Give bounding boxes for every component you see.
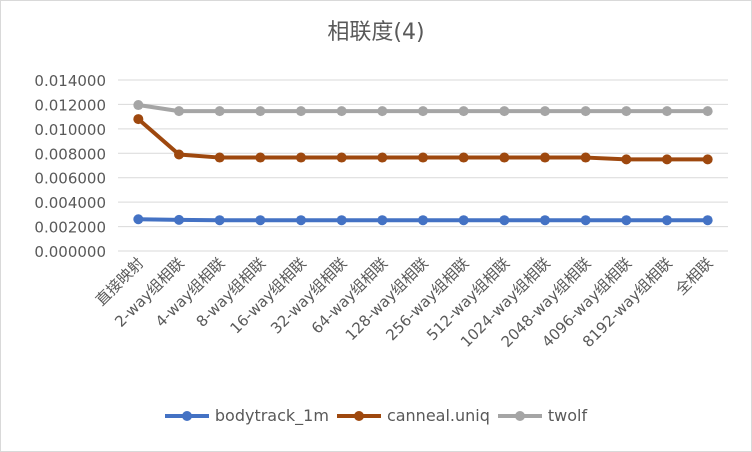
- data-point: [499, 215, 509, 225]
- data-point: [540, 153, 550, 163]
- legend-label: canneal.uniq: [387, 406, 490, 425]
- data-point: [499, 153, 509, 163]
- data-point: [703, 215, 713, 225]
- data-point: [662, 215, 672, 225]
- data-point: [703, 154, 713, 164]
- data-point: [703, 106, 713, 116]
- data-point: [133, 214, 143, 224]
- data-point: [215, 215, 225, 225]
- y-tick-label: 0.010000: [34, 121, 106, 139]
- y-tick-label: 0.000000: [34, 243, 106, 261]
- y-tick-label: 0.004000: [34, 194, 106, 212]
- y-tick-label: 0.006000: [34, 170, 106, 188]
- data-point: [459, 215, 469, 225]
- data-point: [377, 106, 387, 116]
- legend-label: bodytrack_1m: [215, 406, 329, 425]
- data-point: [621, 154, 631, 164]
- legend: bodytrack_1m canneal.uniq twolf: [0, 406, 752, 425]
- data-point: [377, 215, 387, 225]
- data-point: [296, 153, 306, 163]
- data-point: [337, 215, 347, 225]
- legend-item: bodytrack_1m: [165, 406, 329, 425]
- data-point: [296, 215, 306, 225]
- data-point: [621, 215, 631, 225]
- data-point: [296, 106, 306, 116]
- data-point: [662, 106, 672, 116]
- y-tick-label: 0.008000: [34, 145, 106, 163]
- data-point: [174, 150, 184, 160]
- data-point: [499, 106, 509, 116]
- legend-swatch: [337, 409, 381, 423]
- data-point: [255, 215, 265, 225]
- data-point: [133, 100, 143, 110]
- legend-swatch: [498, 409, 542, 423]
- data-point: [337, 106, 347, 116]
- y-tick-label: 0.002000: [34, 219, 106, 237]
- data-point: [133, 114, 143, 124]
- data-point: [418, 106, 428, 116]
- data-point: [174, 106, 184, 116]
- data-point: [459, 106, 469, 116]
- data-point: [255, 153, 265, 163]
- data-point: [418, 153, 428, 163]
- data-point: [459, 153, 469, 163]
- data-point: [255, 106, 265, 116]
- y-tick-label: 0.014000: [34, 72, 106, 90]
- legend-label: twolf: [548, 406, 587, 425]
- data-point: [581, 153, 591, 163]
- legend-item: canneal.uniq: [337, 406, 490, 425]
- data-point: [377, 153, 387, 163]
- data-point: [174, 215, 184, 225]
- legend-swatch: [165, 409, 209, 423]
- data-point: [621, 106, 631, 116]
- data-point: [581, 106, 591, 116]
- data-point: [337, 153, 347, 163]
- data-point: [540, 106, 550, 116]
- data-point: [215, 153, 225, 163]
- x-tick-label: 全相联: [672, 254, 717, 299]
- data-point: [540, 215, 550, 225]
- y-tick-label: 0.012000: [34, 96, 106, 114]
- data-point: [581, 215, 591, 225]
- legend-item: twolf: [498, 406, 587, 425]
- data-point: [418, 215, 428, 225]
- data-point: [662, 154, 672, 164]
- data-point: [215, 106, 225, 116]
